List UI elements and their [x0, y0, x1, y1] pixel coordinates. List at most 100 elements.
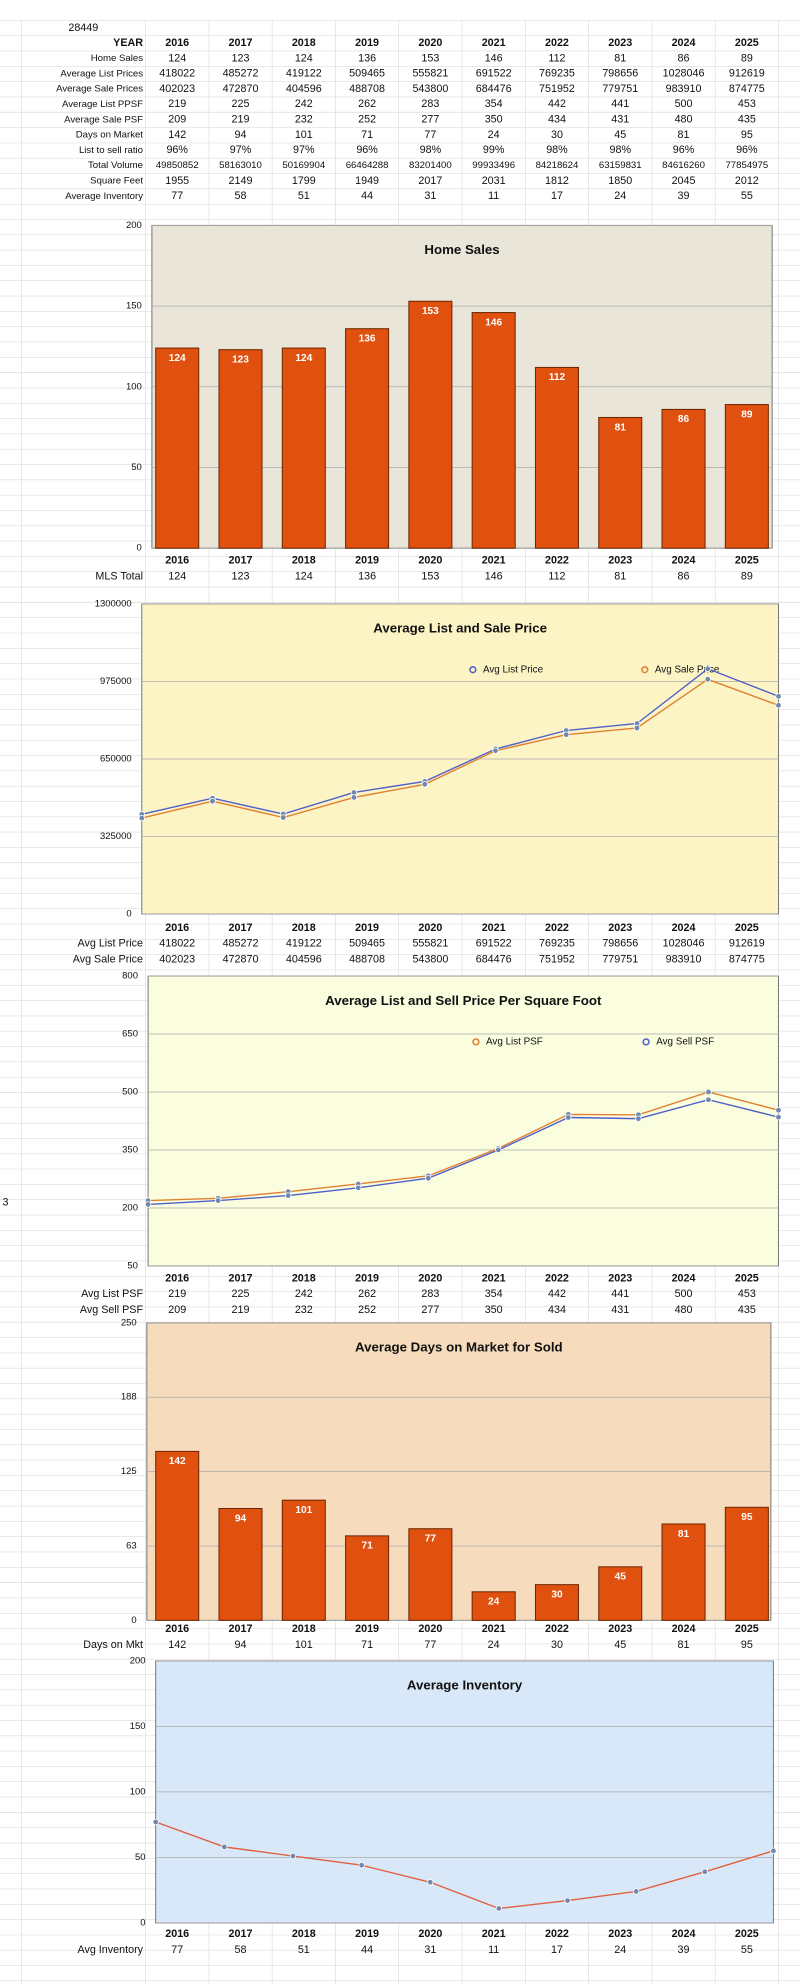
line	[148, 1091, 779, 1202]
point	[427, 1879, 434, 1886]
table-cell: 49850852	[156, 160, 199, 171]
table-cell: 2149	[229, 175, 253, 187]
table-cell: 97%	[230, 144, 252, 156]
table-cell: 124	[168, 52, 186, 64]
table-cell: 95	[741, 1639, 753, 1651]
x-tick-label: 2025	[735, 555, 759, 567]
table-cell: 11	[488, 1944, 499, 1956]
table-cell: 232	[295, 114, 313, 126]
y-tick-label: 250	[121, 1317, 137, 1328]
table-cell: 55	[741, 1944, 753, 1956]
point	[280, 814, 287, 821]
point	[355, 1184, 362, 1192]
x-tick-label: 2023	[608, 1623, 632, 1635]
point	[632, 1888, 640, 1895]
row-label: Average List PPSF	[62, 99, 143, 110]
bar	[345, 1535, 390, 1621]
table-cell: 96%	[166, 144, 188, 156]
table-cell: 77	[424, 129, 436, 141]
table-cell: 98%	[420, 144, 442, 156]
point	[775, 1113, 782, 1121]
data-label: 89	[741, 409, 753, 420]
table-cell: 1028046	[663, 938, 705, 950]
table-cell: 419122	[286, 938, 322, 950]
row-label: List to sell ratio	[79, 145, 143, 156]
x-tick-label: 2017	[229, 1623, 253, 1635]
table-cell: 45	[614, 1639, 626, 1651]
table-cell: 99%	[483, 144, 505, 156]
table-cell: 453	[738, 98, 756, 110]
bar	[408, 300, 453, 549]
x-tick-label: 2023	[608, 555, 632, 567]
table-cell: 98%	[546, 144, 568, 156]
bar	[218, 1507, 263, 1621]
table-cell: 431	[611, 114, 629, 126]
table-cell: 983910	[666, 953, 702, 965]
point	[705, 1096, 712, 1103]
table-cell: 242	[295, 1288, 313, 1300]
data-label: 153	[422, 306, 439, 317]
table-cell: 136	[358, 571, 376, 583]
table-cell: 472870	[223, 953, 259, 965]
y-tick-label: 650000	[100, 753, 132, 764]
point	[358, 1862, 365, 1869]
table-cell: 277	[421, 1304, 439, 1316]
x-tick-label: 2022	[545, 1928, 569, 1940]
x-tick-label: 2021	[482, 1928, 506, 1940]
table-cell: 283	[421, 98, 439, 110]
table-cell: 242	[295, 98, 313, 110]
data-label: 71	[361, 1541, 373, 1552]
table-cell: 31	[424, 1944, 436, 1956]
x-tick-label: 2019	[355, 922, 379, 934]
table-cell: 142	[168, 129, 186, 141]
chart-title: Average Days on Market for Sold	[355, 1340, 563, 1355]
data-label: 45	[615, 1572, 627, 1583]
table-cell: 404596	[286, 83, 322, 95]
table-cell: 472870	[223, 83, 259, 95]
table-cell: 691522	[476, 68, 512, 80]
table-cell: 11	[488, 190, 499, 202]
table-cell: 252	[358, 1304, 376, 1316]
table-cell: 779751	[602, 953, 638, 965]
table-cell: 485272	[223, 938, 259, 950]
x-tick-label: 2018	[292, 1272, 316, 1284]
x-tick-label: 2018	[292, 922, 316, 934]
data-label: 86	[678, 414, 690, 425]
table-cell: 434	[548, 1304, 566, 1316]
table-cell: 24	[488, 1639, 500, 1651]
y-tick-label: 200	[122, 1202, 138, 1213]
x-tick-label: 2016	[165, 1272, 189, 1284]
row-label: Avg Inventory	[77, 1944, 143, 1956]
table-cell: 153	[421, 52, 439, 64]
point	[704, 665, 711, 672]
point	[775, 702, 782, 709]
row-label: Avg List Price	[78, 938, 144, 950]
table-cell: 50169904	[282, 160, 325, 171]
table-cell: 500	[675, 1288, 693, 1300]
y-tick-label: 100	[130, 1786, 146, 1797]
table-cell: 96%	[736, 144, 758, 156]
table-cell: 480	[675, 114, 693, 126]
table-cell: 45	[614, 129, 626, 141]
x-tick-label: 2016	[165, 1623, 189, 1635]
table-cell: 488708	[349, 83, 385, 95]
table-cell: 94	[235, 129, 247, 141]
table-cell: 262	[358, 1288, 376, 1300]
table-cell: 418022	[159, 68, 195, 80]
table-cell: 86	[678, 571, 690, 583]
table-cell: 136	[358, 52, 376, 64]
table-cell: 71	[361, 129, 373, 141]
table-header: 2018	[292, 37, 316, 49]
table-header: 2016	[165, 37, 189, 49]
table-cell: 81	[614, 571, 626, 583]
table-cell: 123	[232, 52, 250, 64]
x-tick-label: 2019	[355, 555, 379, 567]
point	[633, 724, 641, 732]
table-cell: 77	[171, 1944, 183, 1956]
row-label: Days on Mkt	[83, 1639, 143, 1651]
table-cell: 2017	[418, 175, 442, 187]
table-cell: 84218624	[536, 160, 579, 171]
bar	[408, 1528, 453, 1621]
x-tick-label: 2024	[672, 555, 696, 567]
x-tick-label: 2018	[292, 1623, 316, 1635]
